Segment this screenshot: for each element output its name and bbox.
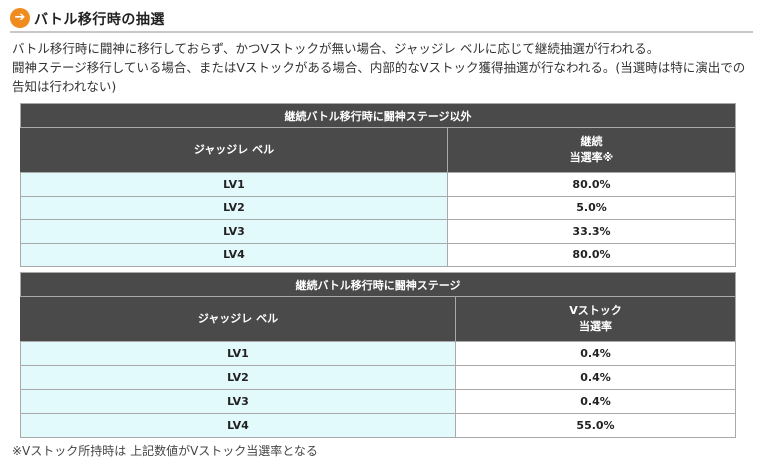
table-row: LV3 33.3%	[20, 219, 737, 244]
rate-cell: 5.0%	[446, 195, 737, 220]
table-title: 継続バトル移行時に闘神ステージ以外	[19, 103, 737, 128]
column-header-rate-line-1: 継続	[580, 135, 603, 148]
table-row: LV2 0.4%	[20, 365, 737, 390]
level-cell: LV4	[20, 413, 456, 438]
level-cell: LV2	[20, 195, 448, 220]
rate-cell: 0.4%	[454, 341, 737, 366]
column-header-rate-line-2: 当選率	[579, 320, 612, 333]
rate-cell: 0.4%	[454, 365, 737, 390]
rate-cell: 80.0%	[446, 242, 737, 267]
table-row: LV4 80.0%	[20, 242, 737, 267]
column-header-judge-level: ジャッジレ ベル	[20, 127, 448, 173]
rate-cell: 0.4%	[454, 389, 737, 414]
table-row: LV4 55.0%	[20, 413, 737, 438]
column-header-rate: Vストック 当選率	[454, 296, 737, 342]
arrow-right-circle-icon: ➔	[10, 7, 30, 28]
rate-cell: 55.0%	[454, 413, 737, 438]
level-cell: LV1	[20, 341, 456, 366]
intro-line-1: バトル移行時に闘神に移行しておらず、かつVストックが無い場合、ジャッジレ ベルに…	[12, 41, 660, 56]
section-title: バトル移行時の抽選	[34, 11, 165, 28]
table-row: LV3 0.4%	[20, 389, 737, 414]
section-heading: ➔ バトル移行時の抽選	[10, 6, 753, 33]
footnote: ※Vストック所持時は 上記数値がVストック当選率となる	[12, 444, 318, 458]
table-title: 継続バトル移行時に闘神ステージ	[19, 272, 737, 297]
column-header-rate-line-1: Vストック	[569, 304, 622, 317]
intro-line-2: 闘神ステージ移行している場合、またはVストックがある場合、内部的なVストック獲得…	[12, 60, 746, 94]
rate-cell: 33.3%	[446, 219, 737, 244]
column-header-judge-level: ジャッジレ ベル	[20, 296, 456, 342]
table-row: LV2 5.0%	[20, 195, 737, 220]
level-cell: LV1	[20, 172, 448, 197]
v-stock-rate-table: 継続バトル移行時に闘神ステージ ジャッジレ ベル Vストック 当選率 LV1 0…	[19, 272, 737, 438]
continuation-rate-table: 継続バトル移行時に闘神ステージ以外 ジャッジレ ベル 継続 当選率※ LV1 8…	[19, 103, 737, 267]
rate-cell: 80.0%	[446, 172, 737, 197]
level-cell: LV3	[20, 389, 456, 414]
intro-text: バトル移行時に闘神に移行しておらず、かつVストックが無い場合、ジャッジレ ベルに…	[12, 39, 752, 96]
column-header-rate-line-2: 当選率※	[569, 151, 614, 164]
level-cell: LV3	[20, 219, 448, 244]
level-cell: LV4	[20, 242, 448, 267]
table-row: LV1 0.4%	[20, 341, 737, 366]
level-cell: LV2	[20, 365, 456, 390]
table-row: LV1 80.0%	[20, 172, 737, 197]
column-header-rate: 継続 当選率※	[446, 127, 737, 173]
